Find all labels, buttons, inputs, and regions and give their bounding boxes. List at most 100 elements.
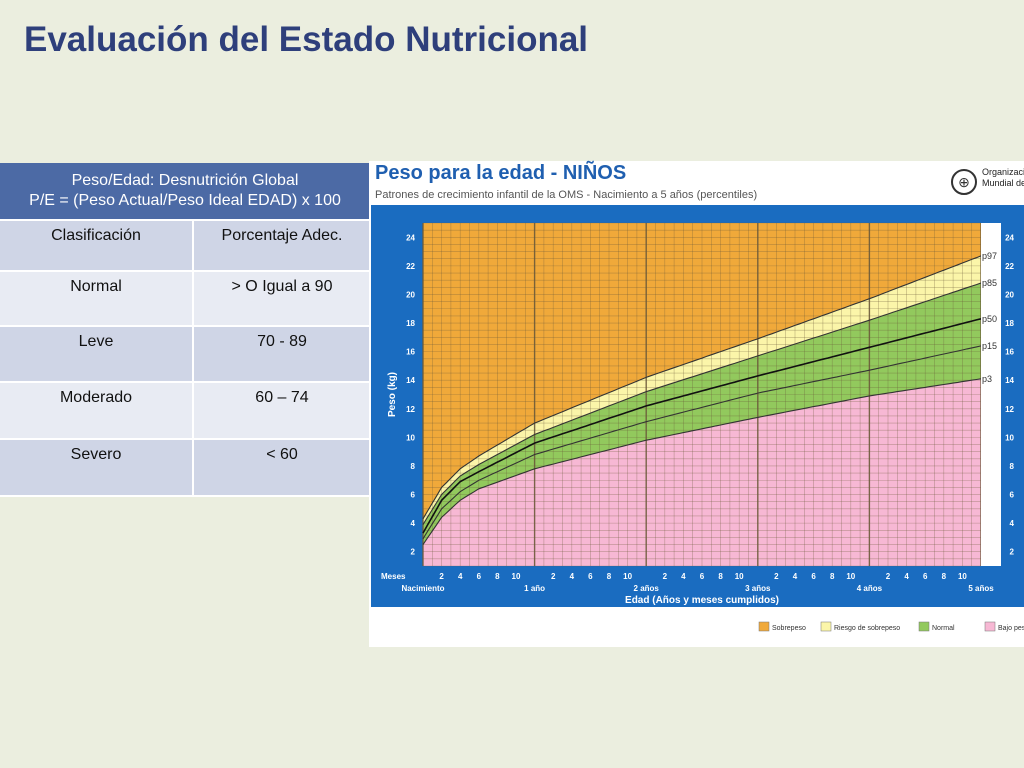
x-tick-label: 8	[830, 572, 835, 581]
legend-label: Normal	[932, 625, 955, 632]
x-tick-label: 2	[774, 572, 779, 581]
x-tick-label: 6	[811, 572, 816, 581]
y-tick-label: 18	[406, 319, 415, 328]
table-column-headers: Clasificación Porcentaje Adec.	[0, 221, 370, 272]
x-tick-label: 4	[681, 572, 686, 581]
y-tick-label-right: 10	[1005, 433, 1014, 442]
table-header-line2: P/E = (Peso Actual/Peso Ideal EDAD) x 10…	[29, 192, 341, 209]
y-tick-label: 4	[411, 519, 416, 528]
legend-swatch	[758, 621, 770, 632]
x-tick-label: 10	[735, 572, 744, 581]
x-tick-label: 6	[477, 572, 482, 581]
table-header: Peso/Edad: Desnutrición Global P/E = (Pe…	[0, 163, 370, 221]
table-header-line1: Peso/Edad: Desnutrición Global	[71, 172, 299, 189]
x-tick-label: 2	[663, 572, 668, 581]
x-tick-label-year: 5 años	[968, 584, 994, 593]
y-tick-label-right: 18	[1005, 319, 1014, 328]
slide-title: Evaluación del Estado Nutricional	[24, 20, 589, 59]
org-line1: Organización	[982, 167, 1024, 177]
y-tick-label-right: 16	[1005, 348, 1014, 357]
who-logo-icon: ⊕	[951, 169, 977, 195]
x-tick-label: 6	[700, 572, 705, 581]
row-label: Severo	[0, 440, 194, 495]
column-header-porcentaje: Porcentaje Adec.	[221, 227, 343, 244]
x-tick-label-year: 1 año	[524, 584, 545, 593]
x-tick-label: 8	[718, 572, 723, 581]
y-tick-label-right: 4	[1010, 519, 1015, 528]
x-tick-label-year: 2 años	[634, 584, 660, 593]
y-tick-label: 14	[406, 376, 415, 385]
y-tick-label: 10	[406, 433, 415, 442]
series-line-p50	[422, 318, 982, 534]
row-value: < 60	[266, 446, 298, 463]
x-tick-label: 8	[942, 572, 947, 581]
table-row: Normal > O Igual a 90	[0, 272, 370, 327]
row-value: 60 – 74	[255, 389, 309, 406]
row-label: Moderado	[0, 383, 194, 438]
legend-swatch	[820, 621, 832, 632]
y-tick-label: 16	[406, 348, 415, 357]
y-tick-label: 24	[406, 233, 415, 242]
series-label-p85: p85	[982, 278, 997, 288]
table-row: Leve 70 - 89	[0, 327, 370, 383]
band-normal	[423, 283, 981, 545]
row-label: Normal	[0, 272, 194, 325]
series-line-p85	[422, 282, 982, 525]
y-tick-label: 12	[406, 405, 415, 414]
weight-for-age-chart: p97 p85 p50 p15 p3 2 2 4 4 6 6 8 8 10 10 12 12 14 14 16 16 18…	[369, 161, 1024, 647]
x-tick-label-nacimiento: Nacimiento	[401, 584, 444, 593]
legend-label: Bajo peso	[998, 625, 1024, 632]
y-tick-label-right: 8	[1010, 462, 1015, 471]
x-tick-label-year: 3 años	[745, 584, 771, 593]
x-tick-label: 10	[958, 572, 967, 581]
series-line-p15	[422, 345, 982, 540]
x-tick-label: 8	[495, 572, 500, 581]
y-tick-label-right: 6	[1010, 491, 1015, 500]
x-tick-label: 4	[793, 572, 798, 581]
grid	[422, 222, 982, 567]
y-tick-label: 20	[406, 290, 415, 299]
legend-swatch	[984, 621, 996, 632]
x-tick-label-year: 4 años	[857, 584, 883, 593]
x-tick-label: 4	[458, 572, 463, 581]
x-tick-label: 2	[551, 572, 556, 581]
y-tick-label: 2	[411, 548, 416, 557]
y-tick-label-right: 20	[1005, 290, 1014, 299]
y-tick-label: 6	[411, 491, 416, 500]
series-label-p15: p15	[982, 341, 997, 351]
table-row: Moderado 60 – 74	[0, 383, 370, 440]
x-tick-label: 6	[923, 572, 928, 581]
series-label-p97: p97	[982, 251, 997, 261]
classification-table: Peso/Edad: Desnutrición Global P/E = (Pe…	[0, 163, 370, 497]
row-value: 70 - 89	[257, 333, 307, 350]
y-tick-label-right: 22	[1005, 262, 1014, 271]
y-tick-label-right: 12	[1005, 405, 1014, 414]
legend-swatch	[918, 621, 930, 632]
x-tick-label: 10	[846, 572, 855, 581]
chart-subtitle: Patrones de crecimiento infantil de la O…	[375, 189, 758, 201]
y-tick-label-right: 14	[1005, 376, 1014, 385]
organization-name: Organización Mundial de la	[982, 167, 1024, 189]
x-tick-label: 2	[439, 572, 444, 581]
x-tick-label: 4	[570, 572, 575, 581]
series-label-p3: p3	[982, 374, 992, 384]
y-tick-label: 8	[411, 462, 416, 471]
chart-title: Peso para la edad - NIÑOS	[375, 162, 627, 184]
y-tick-label-right: 24	[1005, 233, 1014, 242]
table-row: Severo < 60	[0, 440, 370, 497]
label-strip	[981, 223, 1001, 566]
series-line-p3	[422, 378, 982, 545]
y-axis-label: Peso (kg)	[387, 372, 398, 417]
x-tick-label: 10	[512, 572, 521, 581]
row-value: > O Igual a 90	[231, 278, 333, 295]
x-tick-label: 8	[607, 572, 612, 581]
x-tick-label-meses: Meses	[381, 572, 406, 581]
x-tick-label: 6	[588, 572, 593, 581]
org-line2: Mundial de la	[982, 178, 1024, 188]
y-tick-label: 22	[406, 262, 415, 271]
x-axis-label: Edad (Años y meses cumplidos)	[625, 595, 779, 606]
series-label-p50: p50	[982, 314, 997, 324]
column-header-clasificacion: Clasificación	[0, 221, 194, 270]
x-tick-label: 2	[886, 572, 891, 581]
band-riesgo-sobrepeso	[423, 255, 981, 525]
